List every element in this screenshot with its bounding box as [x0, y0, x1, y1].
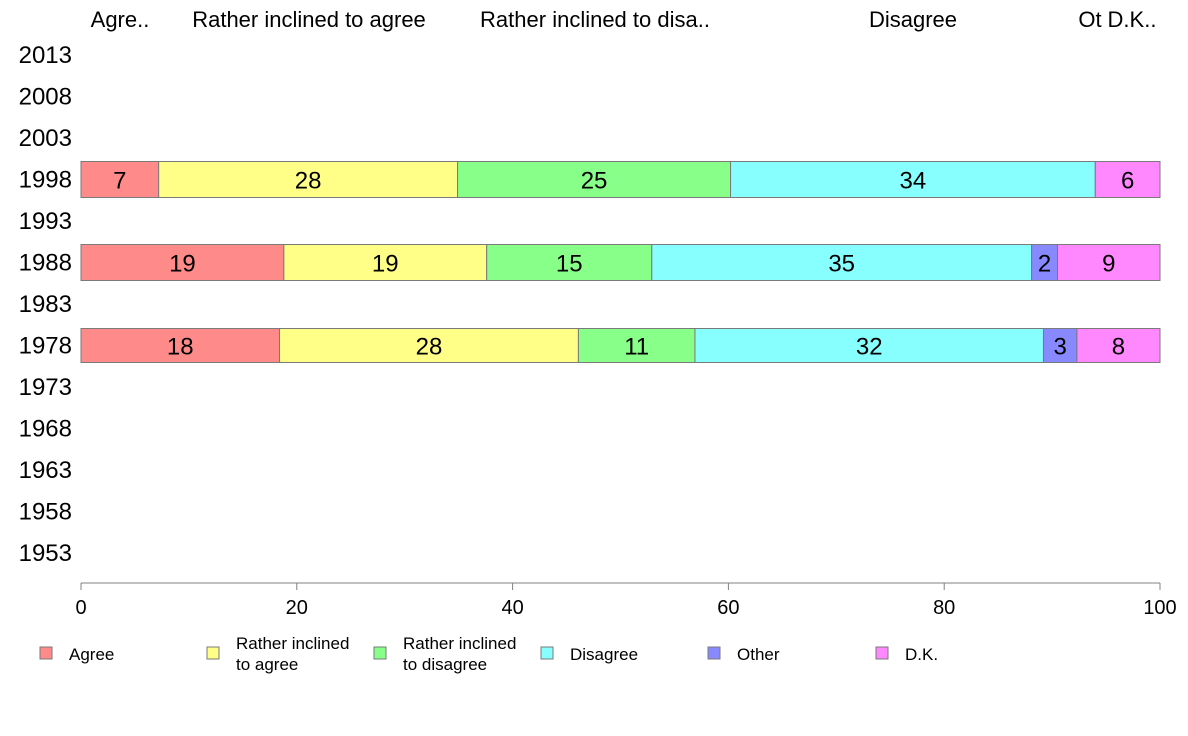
legend-swatch: [707, 646, 721, 660]
top-category-label: Agre..: [91, 7, 150, 32]
bar-value-label: 18: [167, 334, 194, 361]
legend-label: Rather inclined: [403, 634, 516, 653]
year-label: 1968: [19, 416, 72, 443]
bar-segment: [1094, 161, 1161, 198]
bar-value-label: 2: [1038, 251, 1051, 278]
legend-swatch: [875, 646, 889, 660]
year-label: 1963: [19, 457, 72, 484]
bar-segment: [457, 161, 732, 198]
top-category-label: D.K..: [1108, 7, 1157, 32]
x-tick-label: 100: [1143, 597, 1176, 619]
bar-segment: [1042, 328, 1078, 363]
year-label: 1973: [19, 374, 72, 401]
bar-value-label: 28: [295, 168, 322, 195]
bar-segment: [1076, 328, 1161, 363]
year-label: 2003: [19, 125, 72, 152]
year-label: 1993: [19, 208, 72, 235]
bar-value-label: 3: [1054, 334, 1067, 361]
legend-label: to disagree: [403, 655, 487, 674]
top-category-label: Rather inclined to disa..: [480, 7, 710, 32]
bar-segment: [158, 161, 459, 198]
legend-label: Other: [737, 645, 780, 664]
year-label: 1998: [19, 167, 72, 194]
bar-value-label: 11: [624, 334, 649, 361]
bar-value-label: 15: [556, 251, 583, 278]
bar-segment: [730, 161, 1096, 198]
bar-segment: [80, 328, 281, 363]
year-label: 1958: [19, 499, 72, 526]
legend-swatch: [39, 646, 53, 660]
bar-segment: [577, 328, 696, 363]
top-category-label: Ot: [1078, 7, 1101, 32]
bar-segment: [1056, 244, 1161, 281]
legend-swatch: [373, 646, 387, 660]
year-label: 1953: [19, 540, 72, 567]
x-tick-label: 60: [717, 597, 739, 619]
bar-value-label: 35: [828, 251, 855, 278]
top-category-label: Rather inclined to agree: [192, 7, 426, 32]
legend-swatch: [206, 646, 220, 660]
top-category-label: Disagree: [869, 7, 957, 32]
bar-segment: [651, 244, 1033, 281]
bar-segment: [80, 244, 285, 281]
bar-segment: [80, 161, 160, 198]
legend-label: Agree: [69, 645, 114, 664]
bar-value-label: 25: [581, 168, 608, 195]
x-tick-label: 20: [286, 597, 308, 619]
legend-label: Rather inclined: [236, 634, 349, 653]
bar-value-label: 34: [900, 168, 927, 195]
bar-value-label: 9: [1102, 251, 1115, 278]
bar-segment: [486, 244, 653, 281]
bar-segment: [1031, 244, 1058, 281]
x-tick-label: 0: [75, 597, 86, 619]
bar-value-label: 7: [113, 168, 126, 195]
legend-label: D.K.: [905, 645, 938, 664]
legend-swatch: [540, 646, 554, 660]
legend-label: Disagree: [570, 645, 638, 664]
bar-segment: [283, 244, 488, 281]
year-label: 1988: [19, 250, 72, 277]
year-label: 1978: [19, 333, 72, 360]
bar-value-label: 32: [856, 334, 883, 361]
bar-value-label: 8: [1112, 334, 1125, 361]
bar-value-label: 19: [169, 251, 196, 278]
year-label: 2008: [19, 84, 72, 111]
legend-label: to agree: [236, 655, 298, 674]
bar-value-label: 19: [372, 251, 399, 278]
bar-value-label: 6: [1121, 168, 1134, 195]
x-tick-label: 80: [933, 597, 955, 619]
bar-segment: [279, 328, 579, 363]
x-tick-label: 40: [501, 597, 523, 619]
bar-value-label: 28: [416, 334, 443, 361]
year-label: 1983: [19, 291, 72, 318]
year-label: 2013: [19, 42, 72, 69]
